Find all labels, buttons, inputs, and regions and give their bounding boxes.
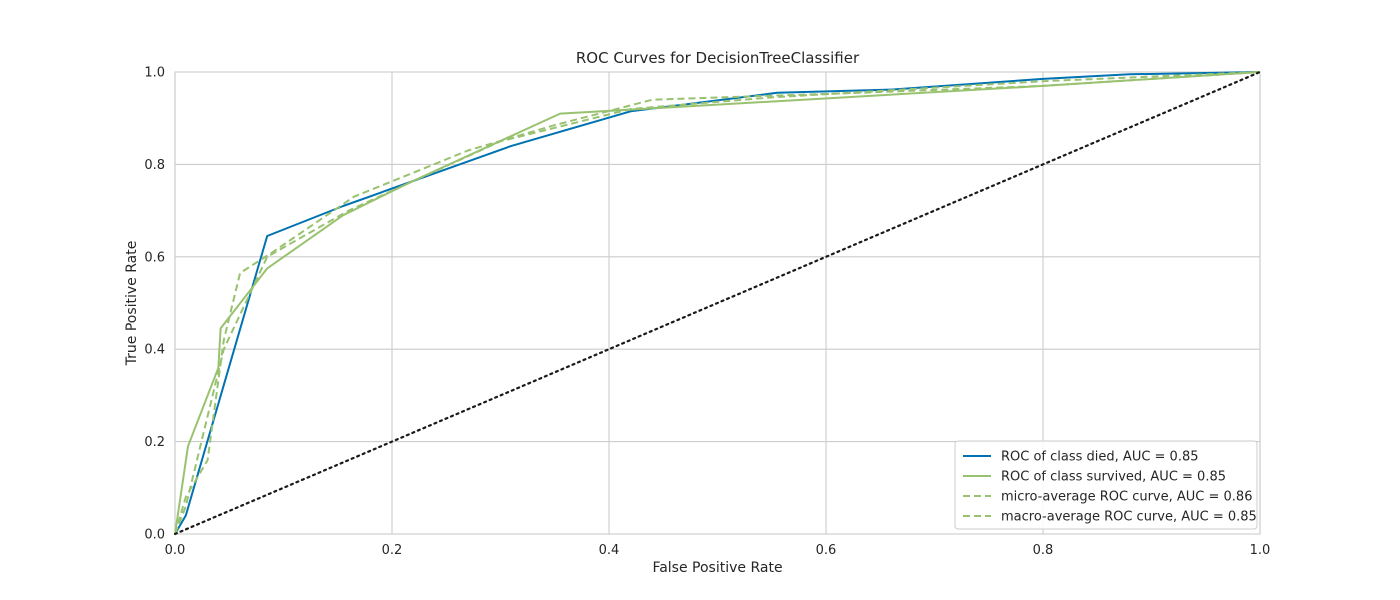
series-line-3	[174, 71, 1261, 535]
series-lines	[173, 70, 1262, 536]
y-tick-label: 0.4	[144, 343, 165, 358]
chance-diagonal-line	[173, 70, 1262, 536]
y-tick-label: 0.8	[144, 158, 165, 173]
x-tick-label: 0.4	[599, 543, 620, 558]
x-tick-label: 0.0	[165, 543, 186, 558]
x-axis-label: False Positive Rate	[652, 560, 782, 576]
y-tick-label: 0.6	[144, 250, 165, 265]
x-tick-label: 1.0	[1250, 543, 1271, 558]
y-tick-label: 1.0	[144, 66, 165, 81]
tick-labels: 0.0 0.2 0.4 0.6 0.8 1.0 0.0 0.2 0.4 0.6 0.8 1.0	[144, 66, 1270, 559]
y-tick-label: 0.2	[144, 435, 165, 450]
grid	[174, 71, 1261, 535]
legend-label: ROC of class survived, AUC = 0.85	[1001, 470, 1226, 485]
legend-box	[954, 440, 1258, 530]
y-axis-label: True Positive Rate	[124, 241, 140, 367]
x-tick-label: 0.8	[1033, 543, 1054, 558]
legend: ROC of class died, AUC = 0.85 ROC of clas…	[954, 440, 1258, 530]
x-tick-label: 0.2	[382, 543, 403, 558]
chart-title: ROC Curves for DecisionTreeClassifier	[576, 49, 860, 67]
legend-label: ROC of class died, AUC = 0.85	[1001, 450, 1199, 465]
legend-label: micro-average ROC curve, AUC = 0.86	[1001, 490, 1252, 505]
y-tick-label: 0.0	[144, 528, 165, 543]
series-line-1	[174, 71, 1261, 535]
x-tick-label: 0.6	[816, 543, 837, 558]
legend-label: macro-average ROC curve, AUC = 0.85	[1001, 510, 1257, 525]
series-line-0	[174, 71, 1261, 535]
